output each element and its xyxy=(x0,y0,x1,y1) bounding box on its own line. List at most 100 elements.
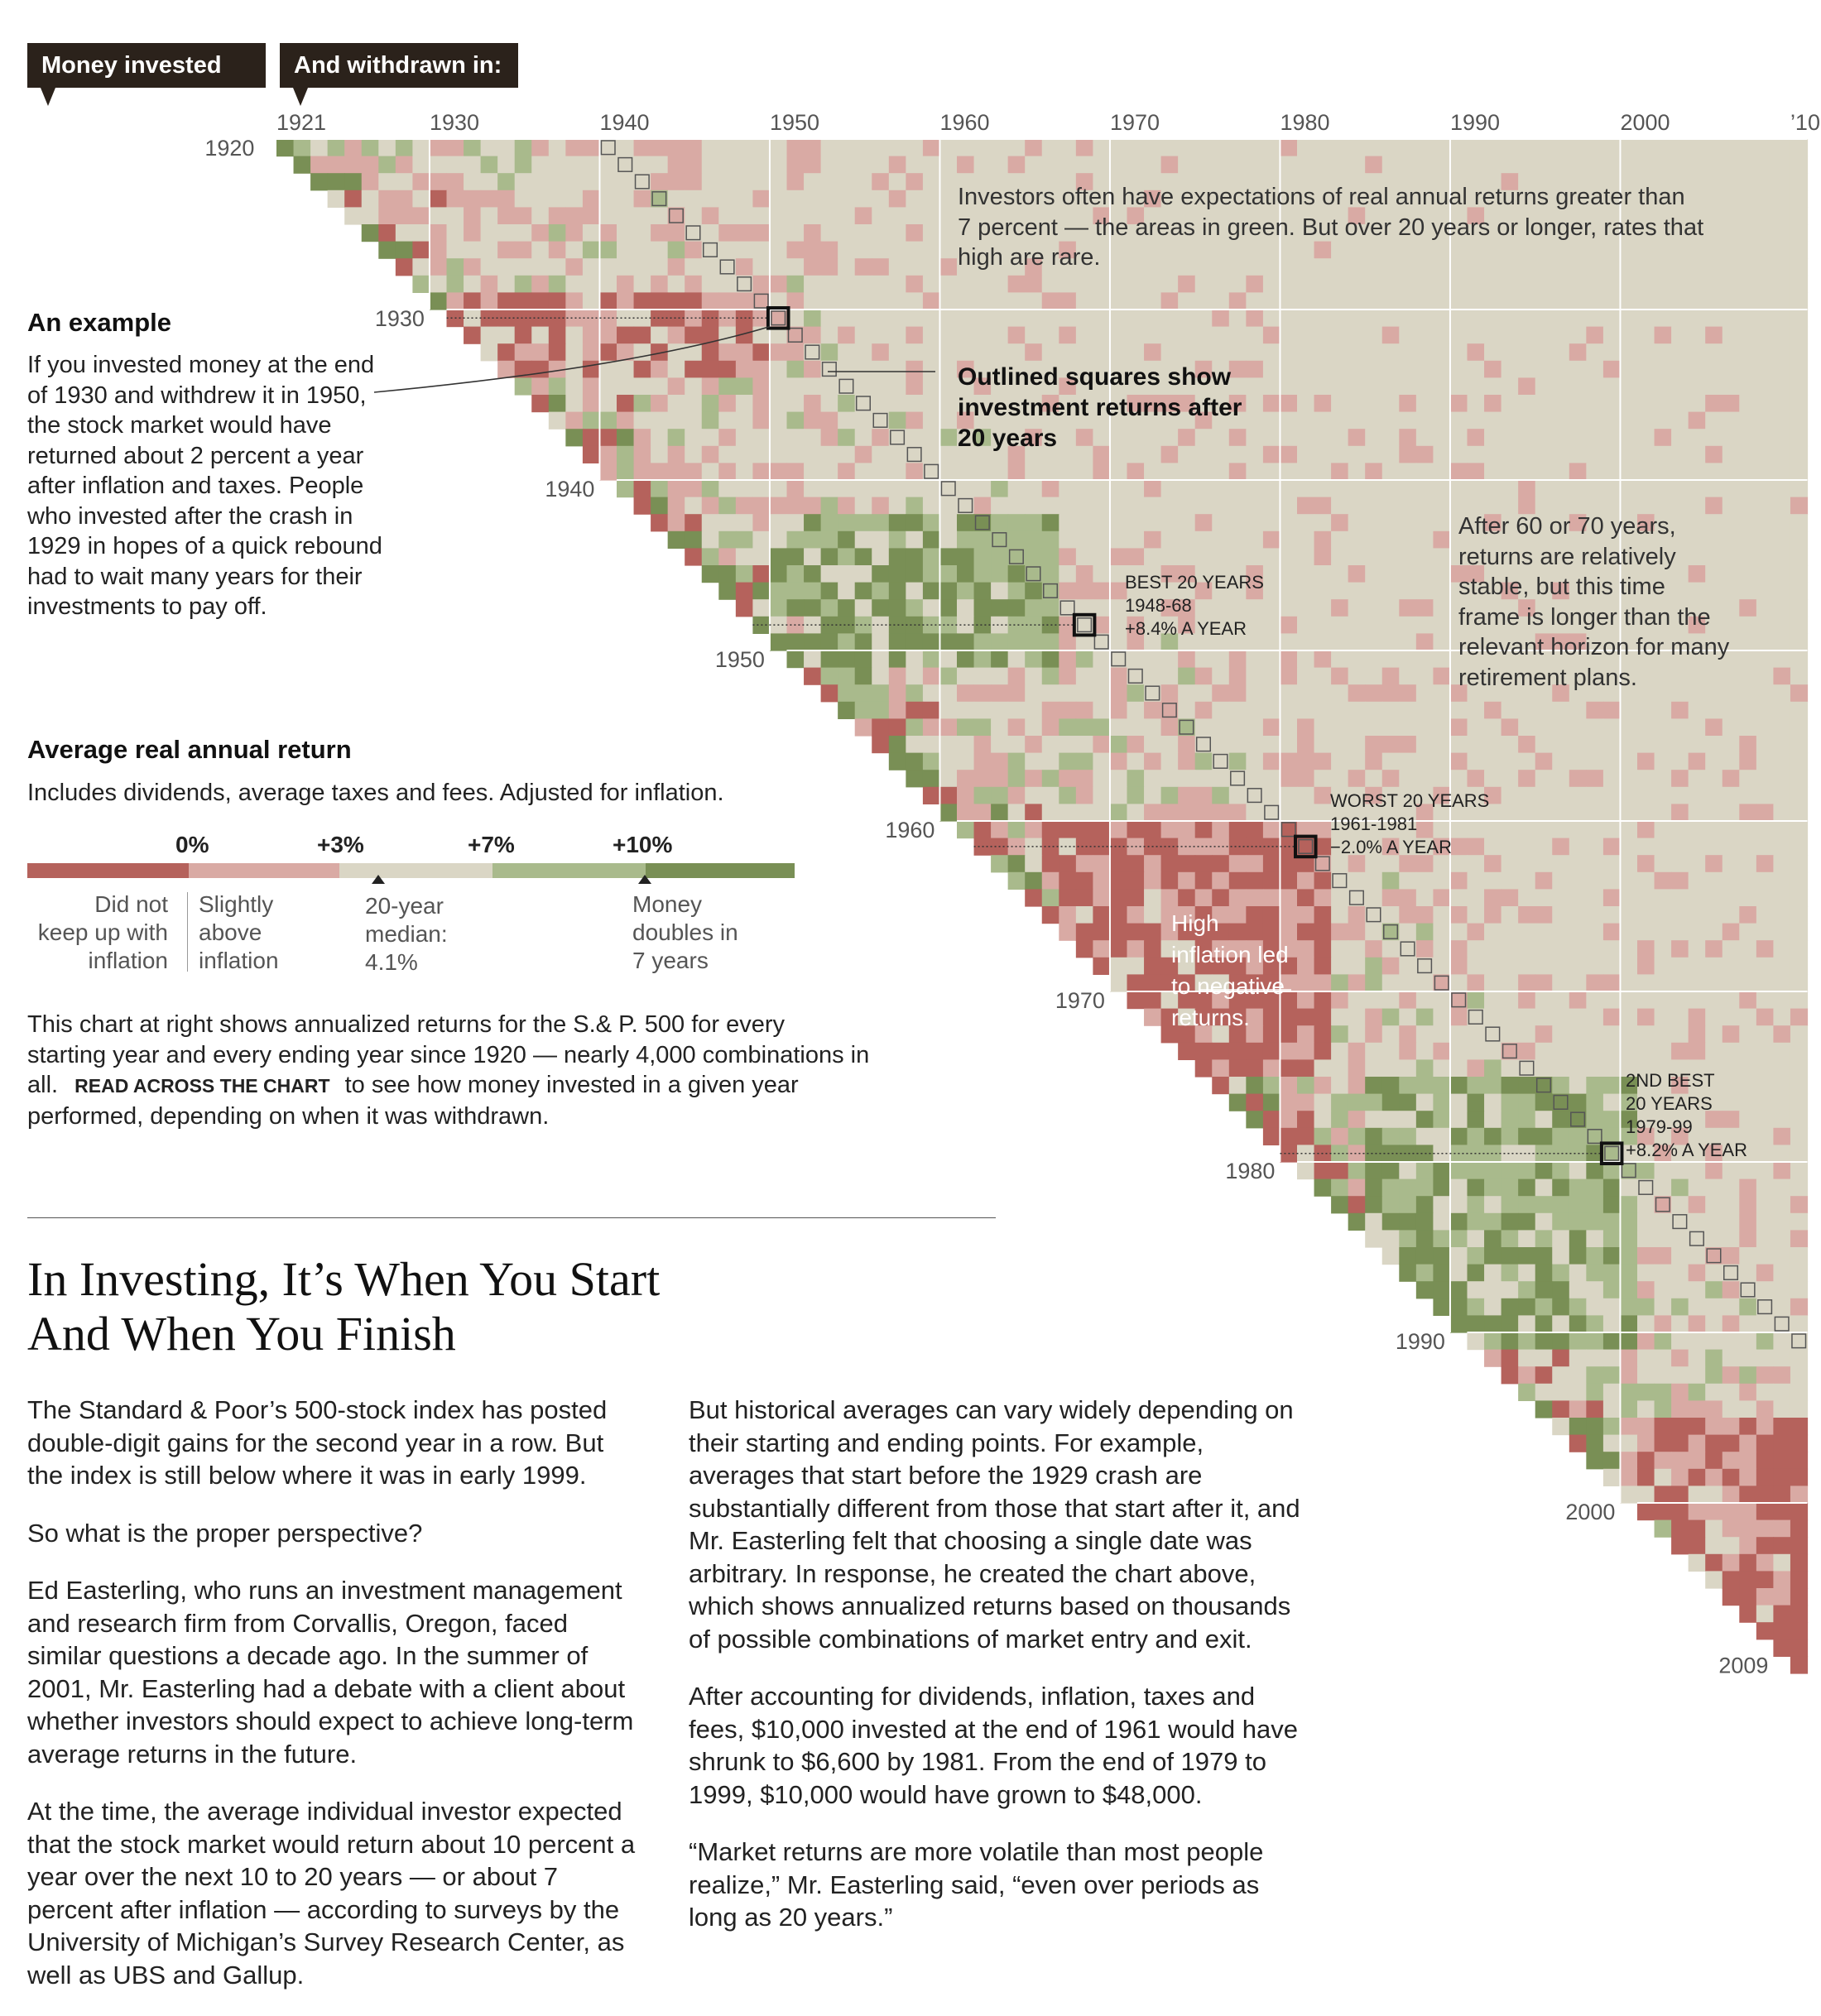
heatmap-cell xyxy=(1637,1486,1655,1504)
heatmap-cell xyxy=(1297,1093,1315,1111)
heatmap-cell xyxy=(1688,1452,1706,1470)
heatmap-cell xyxy=(1602,1418,1622,1436)
heatmap-cell xyxy=(1331,292,1349,310)
heatmap-cell xyxy=(1178,838,1196,856)
heatmap-cell xyxy=(1160,326,1179,344)
heatmap-cell xyxy=(1484,258,1502,276)
heatmap-cell xyxy=(480,156,498,174)
heatmap-cell xyxy=(1705,1452,1723,1470)
heatmap-cell xyxy=(1331,1042,1349,1060)
twenty-year-square xyxy=(924,463,939,479)
heatmap-cell xyxy=(1773,838,1791,856)
twenty-year-square xyxy=(1314,856,1330,871)
heatmap-cell xyxy=(1365,718,1383,737)
heatmap-cell xyxy=(769,548,788,566)
heatmap-cell xyxy=(718,156,737,174)
heatmap-cell xyxy=(906,770,924,788)
heatmap-cell xyxy=(1602,752,1622,770)
heatmap-cell xyxy=(1194,1025,1213,1044)
heatmap-cell xyxy=(1739,1588,1757,1606)
heatmap-cell xyxy=(1484,1025,1502,1044)
heatmap-cell xyxy=(1756,1400,1774,1418)
heatmap-cell xyxy=(1041,343,1059,362)
heatmap-cell xyxy=(888,650,906,669)
heatmap-cell xyxy=(1331,650,1349,669)
heatmap-cell xyxy=(1415,275,1434,293)
heatmap-cell xyxy=(1620,1298,1638,1316)
heatmap-cell xyxy=(480,139,498,157)
heatmap-cell xyxy=(446,190,464,208)
heatmap-cell xyxy=(1246,957,1264,975)
heatmap-cell xyxy=(1144,957,1162,975)
heatmap-cell xyxy=(922,395,941,413)
heatmap-cell xyxy=(1194,821,1213,839)
heatmap-cell xyxy=(973,633,992,651)
heatmap-cell xyxy=(1518,1332,1536,1351)
callout-best: BEST 20 YEARS 1948-68 +8.4% A YEAR xyxy=(1125,571,1264,641)
heatmap-cell xyxy=(1059,889,1077,907)
heatmap-cell xyxy=(1705,156,1723,174)
heatmap-cell xyxy=(1501,258,1519,276)
heatmap-cell xyxy=(1093,530,1111,549)
heatmap-cell xyxy=(1773,871,1791,890)
heatmap-cell xyxy=(1552,940,1570,958)
heatmap-cell xyxy=(633,139,651,157)
heatmap-cell xyxy=(1637,701,1655,719)
heatmap-cell xyxy=(1399,207,1417,225)
legend-desc-line: median: xyxy=(365,921,448,947)
heatmap-cell xyxy=(1093,804,1111,822)
heatmap-cell xyxy=(1160,923,1179,941)
heatmap-cell xyxy=(888,258,906,276)
heatmap-cell xyxy=(1535,565,1553,583)
heatmap-cell xyxy=(1025,804,1043,822)
x-tick-label: 1950 xyxy=(770,110,819,135)
heatmap-cell xyxy=(1194,480,1213,498)
heatmap-cell xyxy=(1552,1077,1570,1095)
heatmap-cell xyxy=(1654,497,1672,515)
heatmap-cell xyxy=(1109,463,1128,481)
heatmap-cell xyxy=(888,241,906,259)
heatmap-cell xyxy=(1688,258,1706,276)
heatmap-cell xyxy=(1773,1383,1791,1401)
heatmap-cell xyxy=(718,530,737,549)
heatmap-cell xyxy=(1365,530,1383,549)
heatmap-cell xyxy=(1739,463,1757,481)
heatmap-cell xyxy=(1518,736,1536,754)
heatmap-cell xyxy=(1535,275,1553,293)
heatmap-cell xyxy=(1059,241,1077,259)
heatmap-cell xyxy=(1280,548,1298,566)
heatmap-cell xyxy=(1501,1025,1519,1044)
heatmap-cell xyxy=(1739,616,1757,634)
heatmap-cell xyxy=(1127,906,1145,924)
heatmap-cell xyxy=(1059,360,1077,378)
heatmap-cell xyxy=(1433,1059,1451,1078)
heatmap-cell xyxy=(1314,616,1332,634)
heatmap-cell xyxy=(531,395,550,413)
heatmap-cell xyxy=(429,173,448,191)
heatmap-cell xyxy=(1620,1400,1638,1418)
heatmap-cell xyxy=(1178,957,1196,975)
heatmap-cell xyxy=(1160,275,1179,293)
heatmap-cell xyxy=(1228,173,1247,191)
heatmap-cell xyxy=(1449,139,1468,157)
twenty-year-square xyxy=(1008,549,1024,564)
heatmap-cell xyxy=(1109,207,1128,225)
heatmap-cell xyxy=(1671,310,1689,328)
heatmap-cell xyxy=(1075,821,1093,839)
heatmap-cell xyxy=(1790,1383,1809,1401)
heatmap-cell xyxy=(1739,582,1757,600)
heatmap-cell xyxy=(1297,530,1315,549)
twenty-year-square xyxy=(906,447,922,463)
heatmap-cell xyxy=(1449,1077,1468,1095)
heatmap-cell xyxy=(1246,701,1264,719)
heatmap-cell xyxy=(1415,156,1434,174)
heatmap-cell xyxy=(1160,429,1179,447)
y-tick-label: 1920 xyxy=(204,136,254,161)
heatmap-cell xyxy=(1637,463,1655,481)
heatmap-cell xyxy=(1348,343,1366,362)
heatmap-cell xyxy=(752,548,771,566)
heatmap-cell xyxy=(769,514,788,532)
heatmap-cell xyxy=(1262,786,1281,804)
heatmap-cell xyxy=(1160,906,1179,924)
heatmap-cell xyxy=(1552,923,1570,941)
